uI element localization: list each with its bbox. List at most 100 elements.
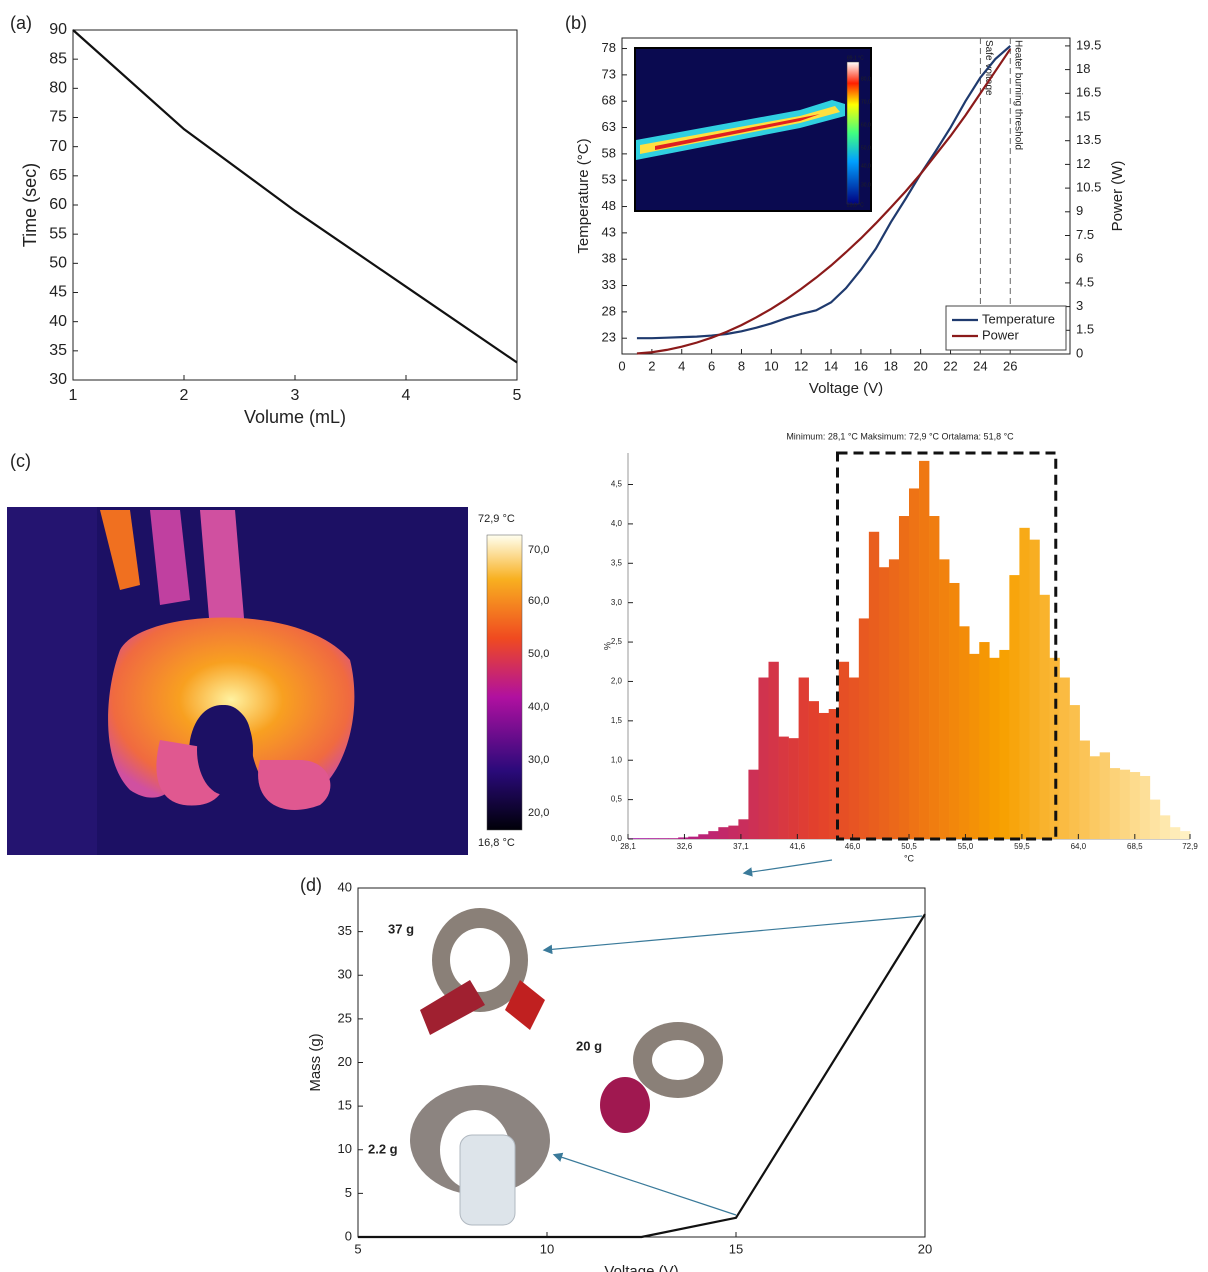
y-tick-label: 43 bbox=[602, 224, 616, 239]
image-colorbar-label: 20,0 bbox=[528, 807, 549, 819]
image-colorbar-label: 72,9 °C bbox=[478, 513, 515, 525]
histogram-bar bbox=[989, 657, 1000, 839]
histogram-bar bbox=[1059, 677, 1070, 839]
histogram-bar bbox=[909, 488, 920, 839]
histogram-bar bbox=[698, 834, 709, 839]
thermal-image bbox=[7, 507, 523, 855]
histogram-bar bbox=[1179, 831, 1191, 839]
y-tick-label: 0,5 bbox=[611, 795, 623, 804]
y2-tick-label: 6 bbox=[1076, 251, 1083, 266]
y-tick-label: 60 bbox=[49, 196, 67, 213]
histogram-bar bbox=[919, 460, 930, 839]
y-tick-label: 10 bbox=[338, 1141, 352, 1156]
histogram-bar bbox=[929, 516, 940, 839]
y-tick-label: 85 bbox=[49, 50, 67, 67]
y-tick-label: 40 bbox=[49, 313, 67, 330]
x-tick-label: 0 bbox=[618, 358, 625, 373]
histogram-bar bbox=[628, 838, 639, 839]
y-tick-label: 68 bbox=[602, 93, 616, 108]
y-tick-label: 2,5 bbox=[611, 637, 623, 646]
y-tick-label: 75 bbox=[49, 109, 67, 126]
annotation: 20 g bbox=[576, 1038, 602, 1053]
x-tick-label: 3 bbox=[291, 387, 300, 404]
y-tick-label: 15 bbox=[338, 1098, 352, 1113]
x-tick-label: 4 bbox=[678, 358, 685, 373]
panel-label: (a) bbox=[10, 13, 32, 33]
inset-colorbar-label: 70,0 bbox=[861, 99, 871, 105]
histogram-bar bbox=[969, 653, 980, 839]
x-tick-label: 50,5 bbox=[901, 842, 917, 851]
series-line bbox=[358, 913, 926, 1239]
x-tick-label: 16 bbox=[854, 358, 868, 373]
y-tick-label: 63 bbox=[602, 119, 616, 134]
x-tick-label: 15 bbox=[729, 1241, 743, 1256]
histogram-bar bbox=[858, 618, 870, 839]
legend-label: Temperature bbox=[982, 311, 1055, 326]
y-tick-label: 58 bbox=[602, 145, 616, 160]
y-tick-label: 3,5 bbox=[611, 558, 623, 567]
inset-thermal-image bbox=[634, 47, 872, 212]
histogram-bar bbox=[778, 736, 789, 839]
histogram-bar bbox=[1089, 756, 1100, 839]
plot-frame bbox=[621, 37, 1071, 355]
y-tick-label: 1,0 bbox=[611, 755, 623, 764]
x-axis-label: °C bbox=[904, 853, 915, 863]
y-tick-label: 4,5 bbox=[611, 480, 623, 489]
x-tick-label: 64,0 bbox=[1071, 842, 1087, 851]
x-tick-label: 8 bbox=[738, 358, 745, 373]
y-tick-label: 23 bbox=[602, 330, 616, 345]
histogram-bar bbox=[999, 649, 1010, 839]
histogram-bar bbox=[748, 769, 759, 839]
annotation: 2.2 g bbox=[368, 1141, 398, 1156]
panel-label: (d) bbox=[300, 875, 322, 895]
y-tick-label: 38 bbox=[602, 251, 616, 266]
histogram-bar bbox=[728, 825, 739, 839]
x-tick-label: 22 bbox=[943, 358, 957, 373]
x-tick-label: 46,0 bbox=[845, 842, 861, 851]
x-axis-label: Voltage (V) bbox=[809, 380, 883, 397]
histogram-bar bbox=[1019, 527, 1030, 839]
histogram-bar bbox=[638, 838, 649, 839]
inset-colorbar-label: 30,0 bbox=[861, 182, 871, 188]
inset-colorbar-label: 50,0 bbox=[861, 145, 871, 151]
y-tick-label: 20 bbox=[338, 1054, 352, 1069]
histogram-bar bbox=[1129, 772, 1141, 839]
x-tick-label: 32,6 bbox=[677, 842, 693, 851]
image-colorbar-label: 40,0 bbox=[528, 701, 549, 713]
y-tick-label: 35 bbox=[338, 923, 352, 938]
histogram-bar bbox=[979, 642, 990, 839]
histogram-bar bbox=[688, 836, 699, 839]
x-axis-label: Voltage (V) bbox=[604, 1263, 678, 1272]
inset-colorbar-label: 40,0 bbox=[861, 163, 871, 169]
y-tick-label: 2,0 bbox=[611, 677, 623, 686]
y-axis-label: % bbox=[602, 642, 612, 650]
x-axis-label: Volume (mL) bbox=[244, 407, 346, 427]
x-tick-label: 37,1 bbox=[733, 842, 749, 851]
x-tick-label: 10 bbox=[540, 1241, 554, 1256]
y2-tick-label: 12 bbox=[1076, 156, 1090, 171]
x-tick-label: 2 bbox=[648, 358, 655, 373]
histogram-bar bbox=[808, 701, 819, 839]
panel-label: (b) bbox=[565, 13, 587, 33]
series-line bbox=[636, 45, 1011, 340]
y-tick-label: 35 bbox=[49, 342, 67, 359]
y-tick-label: 3,0 bbox=[611, 598, 623, 607]
histogram-bar bbox=[1119, 769, 1131, 839]
x-tick-label: 1 bbox=[69, 387, 78, 404]
y-tick-label: 50 bbox=[49, 255, 67, 272]
inset-colorbar-label: 60,0 bbox=[861, 122, 871, 128]
x-tick-label: 2 bbox=[180, 387, 189, 404]
y2-tick-label: 7.5 bbox=[1076, 227, 1094, 242]
x-tick-label: 20 bbox=[918, 1241, 932, 1256]
histogram-bar bbox=[1029, 539, 1040, 839]
y2-tick-label: 9 bbox=[1076, 203, 1083, 218]
image-colorbar-label: 70,0 bbox=[528, 544, 549, 556]
series-line bbox=[72, 29, 518, 364]
histogram-bar bbox=[959, 626, 970, 839]
x-tick-label: 18 bbox=[884, 358, 898, 373]
y-tick-label: 28 bbox=[602, 303, 616, 318]
x-tick-label: 55,0 bbox=[958, 842, 974, 851]
histogram-bar bbox=[868, 531, 880, 839]
y-tick-label: 73 bbox=[602, 66, 616, 81]
